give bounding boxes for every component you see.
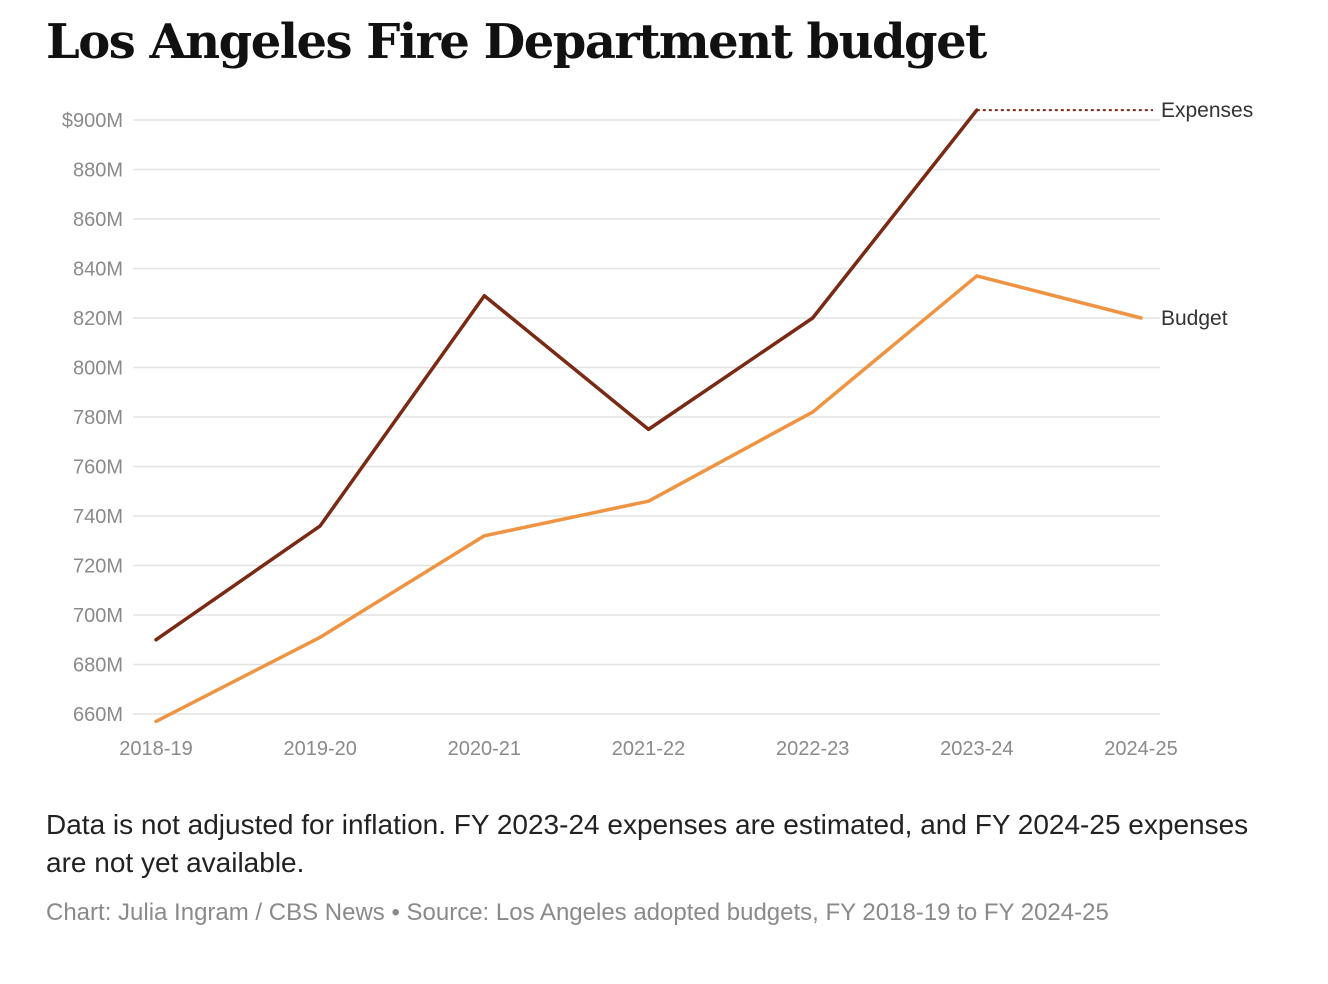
y-tick-label: 820M <box>73 308 123 330</box>
y-tick-label: 700M <box>73 605 123 627</box>
chart-note: Data is not adjusted for inflation. FY 2… <box>46 809 1249 878</box>
y-tick-label: 740M <box>73 506 123 528</box>
x-tick-label: 2024-25 <box>1104 738 1177 760</box>
y-tick-label: 760M <box>73 457 123 479</box>
x-tick-label: 2019-20 <box>283 738 356 760</box>
y-tick-label: 720M <box>73 556 123 578</box>
series-labels: Expenses Budget <box>1161 99 1253 330</box>
x-tick-label: 2018-19 <box>119 738 192 760</box>
x-tick-label: 2021-22 <box>612 738 685 760</box>
y-axis-ticks: $900M 880M 860M 840M 820M 800M 780M 760M 740M 720… <box>62 110 123 726</box>
chart-title: Los Angeles Fire Department budget <box>46 14 987 70</box>
line-chart: $900M 880M 860M 840M 820M 800M 780M 760M 740M 720… <box>62 99 1253 760</box>
series-lines <box>154 108 1153 724</box>
y-tick-label: 660M <box>73 704 123 726</box>
series-line-expenses <box>154 108 979 642</box>
x-tick-label: 2020-21 <box>448 738 521 760</box>
y-tick-label: 780M <box>73 407 123 429</box>
x-tick-label: 2023-24 <box>940 738 1013 760</box>
gridlines <box>133 119 1160 715</box>
y-tick-label: 880M <box>73 160 123 182</box>
x-axis-ticks: 2018-19 2019-20 2020-21 2021-22 2022-23 2023-… <box>119 738 1177 760</box>
series-line-budget <box>154 274 1143 724</box>
series-label-budget: Budget <box>1161 307 1228 330</box>
y-tick-label: 860M <box>73 209 123 231</box>
y-tick-label: 680M <box>73 655 123 677</box>
series-label-expenses: Expenses <box>1161 99 1253 122</box>
y-tick-label: 800M <box>73 358 123 380</box>
x-tick-label: 2022-23 <box>776 738 849 760</box>
y-tick-label: 840M <box>73 259 123 281</box>
y-tick-label: $900M <box>62 110 123 132</box>
chart-credit: Chart: Julia Ingram / CBS News • Source:… <box>46 899 1109 926</box>
